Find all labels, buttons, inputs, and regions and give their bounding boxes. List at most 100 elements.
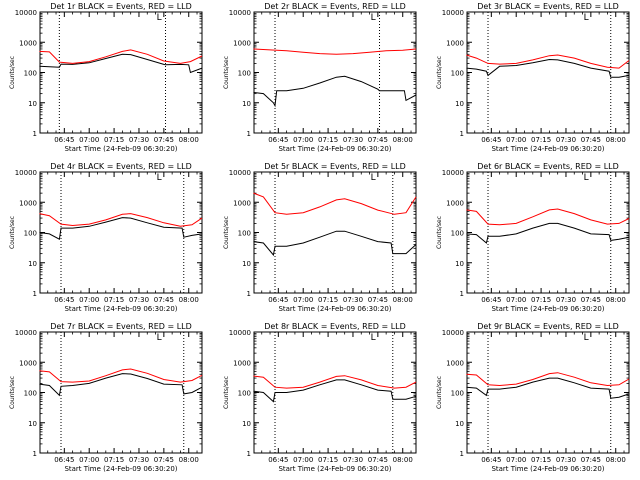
series-line-events xyxy=(39,373,203,397)
panel-title: Det 3r BLACK = Events, RED = LLD xyxy=(477,2,619,11)
series-line-events xyxy=(466,58,630,78)
detector-panel: Det 2r BLACK = Events, RED = LLD L 1 10 100 1… xyxy=(223,2,417,153)
y-tick-label: 1 xyxy=(33,130,37,138)
marker-label: L xyxy=(584,13,589,23)
y-tick-label: 10 xyxy=(28,420,37,428)
y-tick-label: 1000 xyxy=(446,39,464,47)
y-tick-label: 1 xyxy=(33,450,37,458)
y-tick-label: 10000 xyxy=(442,169,464,177)
detector-panel: Det 5r BLACK = Events, RED = LLD L 1 10 100 1… xyxy=(223,162,417,313)
panel-title: Det 1r BLACK = Events, RED = LLD xyxy=(50,2,192,11)
y-tick-label: 10000 xyxy=(15,329,37,337)
x-tick-label: 07:45 xyxy=(368,456,388,464)
y-axis-label: Counts/sec xyxy=(9,376,16,409)
x-tick-label: 08:00 xyxy=(606,136,626,144)
series-line-lld xyxy=(466,372,630,387)
x-tick-label: 06:45 xyxy=(481,136,501,144)
x-axis-label: Start Time (24-Feb-09 06:30:20) xyxy=(491,145,604,153)
y-tick-label: 1000 xyxy=(19,39,37,47)
y-tick-label: 10000 xyxy=(229,329,251,337)
series-line-lld xyxy=(466,208,630,226)
x-tick-label: 07:00 xyxy=(293,296,313,304)
x-tick-label: 07:45 xyxy=(154,296,174,304)
x-tick-label: 07:15 xyxy=(318,296,338,304)
x-tick-label: 08:00 xyxy=(393,456,413,464)
x-axis-label: Start Time (24-Feb-09 06:30:20) xyxy=(491,305,604,313)
series-line-lld xyxy=(39,213,203,227)
y-tick-label: 1 xyxy=(247,450,251,458)
panel-title: Det 8r BLACK = Events, RED = LLD xyxy=(264,322,406,331)
x-axis-label: Start Time (24-Feb-09 06:30:20) xyxy=(278,305,391,313)
x-tick-label: 07:00 xyxy=(79,456,99,464)
y-tick-label: 1000 xyxy=(446,359,464,367)
y-tick-label: 1000 xyxy=(233,199,251,207)
detector-panel: Det 7r BLACK = Events, RED = LLD L 1 10 100 1… xyxy=(9,322,203,473)
x-axis-label: Start Time (24-Feb-09 06:30:20) xyxy=(64,305,177,313)
x-tick-label: 07:30 xyxy=(343,456,363,464)
x-tick-label: 08:00 xyxy=(393,136,413,144)
x-tick-label: 06:45 xyxy=(481,296,501,304)
y-tick-label: 1 xyxy=(33,290,37,298)
x-axis-label: Start Time (24-Feb-09 06:30:20) xyxy=(64,145,177,153)
x-tick-label: 07:15 xyxy=(104,456,124,464)
x-tick-label: 07:15 xyxy=(104,296,124,304)
x-tick-label: 06:45 xyxy=(54,296,74,304)
plot-frame xyxy=(253,11,417,134)
detector-panel: Det 6r BLACK = Events, RED = LLD L 1 10 100 1… xyxy=(436,162,630,313)
marker-label: L xyxy=(371,333,376,343)
y-axis-label: Counts/sec xyxy=(436,376,443,409)
x-tick-label: 06:45 xyxy=(268,456,288,464)
x-tick-label: 07:00 xyxy=(293,136,313,144)
series-line-lld xyxy=(466,54,630,69)
x-tick-label: 07:30 xyxy=(343,136,363,144)
x-tick-label: 07:30 xyxy=(556,456,576,464)
panel-title: Det 9r BLACK = Events, RED = LLD xyxy=(477,322,619,331)
x-tick-label: 07:30 xyxy=(129,136,149,144)
panel-title: Det 2r BLACK = Events, RED = LLD xyxy=(264,2,406,11)
series-line-events xyxy=(466,222,630,244)
panel-title: Det 5r BLACK = Events, RED = LLD xyxy=(264,162,406,171)
x-tick-label: 07:30 xyxy=(556,296,576,304)
y-tick-label: 1000 xyxy=(233,359,251,367)
marker-label: L xyxy=(157,333,162,343)
x-tick-label: 06:45 xyxy=(268,296,288,304)
series-line-events xyxy=(253,230,417,257)
x-tick-label: 07:30 xyxy=(129,456,149,464)
x-tick-label: 08:00 xyxy=(606,296,626,304)
y-axis-label: Counts/sec xyxy=(223,56,230,89)
y-axis-label: Counts/sec xyxy=(223,216,230,249)
y-tick-label: 10 xyxy=(455,420,464,428)
y-tick-label: 1 xyxy=(460,130,464,138)
y-tick-label: 1000 xyxy=(19,199,37,207)
y-tick-label: 10 xyxy=(455,260,464,268)
detector-panel: Det 9r BLACK = Events, RED = LLD L 1 10 100 1… xyxy=(436,322,630,473)
y-tick-label: 10 xyxy=(242,100,251,108)
x-tick-label: 07:00 xyxy=(506,456,526,464)
panel-title: Det 4r BLACK = Events, RED = LLD xyxy=(50,162,192,171)
detector-panel: Det 8r BLACK = Events, RED = LLD L 1 10 100 1… xyxy=(223,322,417,473)
panel-title: Det 7r BLACK = Events, RED = LLD xyxy=(50,322,192,331)
x-tick-label: 07:00 xyxy=(79,136,99,144)
y-tick-label: 100 xyxy=(238,390,251,398)
y-tick-label: 100 xyxy=(451,230,464,238)
x-tick-label: 07:45 xyxy=(154,456,174,464)
y-tick-label: 100 xyxy=(451,70,464,78)
x-tick-label: 07:45 xyxy=(368,136,388,144)
y-tick-label: 100 xyxy=(24,390,37,398)
x-tick-label: 08:00 xyxy=(179,296,199,304)
x-tick-label: 07:45 xyxy=(154,136,174,144)
x-axis-label: Start Time (24-Feb-09 06:30:20) xyxy=(278,145,391,153)
plot-frame xyxy=(39,331,203,454)
plot-frame xyxy=(39,11,203,134)
x-tick-label: 08:00 xyxy=(179,456,199,464)
series-line-events xyxy=(253,75,417,108)
x-tick-label: 07:45 xyxy=(581,296,601,304)
plot-frame xyxy=(39,171,203,294)
y-tick-label: 10 xyxy=(28,260,37,268)
y-tick-label: 1 xyxy=(460,450,464,458)
y-tick-label: 1 xyxy=(247,130,251,138)
series-line-lld xyxy=(39,368,203,383)
y-tick-label: 10000 xyxy=(15,9,37,17)
x-tick-label: 07:30 xyxy=(343,296,363,304)
y-tick-label: 100 xyxy=(24,70,37,78)
